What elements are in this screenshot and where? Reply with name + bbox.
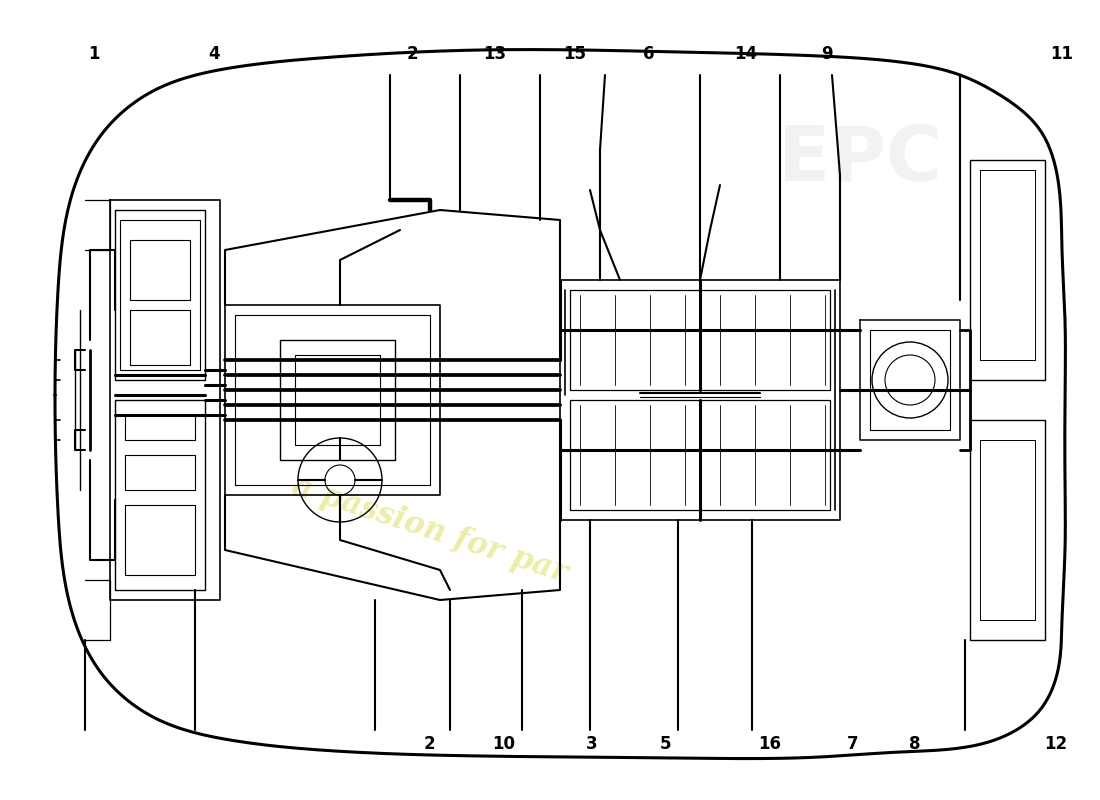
Text: 8: 8	[910, 735, 921, 753]
Text: 14: 14	[734, 46, 758, 63]
Text: EPC: EPC	[778, 123, 942, 197]
Text: 1: 1	[88, 46, 99, 63]
Text: 4: 4	[209, 46, 220, 63]
Text: 6: 6	[644, 46, 654, 63]
Text: 10: 10	[493, 735, 515, 753]
Text: 11: 11	[1050, 46, 1072, 63]
Text: 5: 5	[660, 735, 671, 753]
Text: 2: 2	[407, 46, 418, 63]
Text: 13: 13	[483, 46, 507, 63]
Text: 2: 2	[424, 735, 434, 753]
Polygon shape	[55, 50, 1066, 758]
Text: 3: 3	[586, 735, 597, 753]
Text: 9: 9	[822, 46, 833, 63]
Text: 12: 12	[1044, 735, 1068, 753]
Text: 15: 15	[563, 46, 585, 63]
Text: 7: 7	[847, 735, 858, 753]
Text: 16: 16	[759, 735, 781, 753]
Text: a passion for par: a passion for par	[288, 470, 572, 590]
